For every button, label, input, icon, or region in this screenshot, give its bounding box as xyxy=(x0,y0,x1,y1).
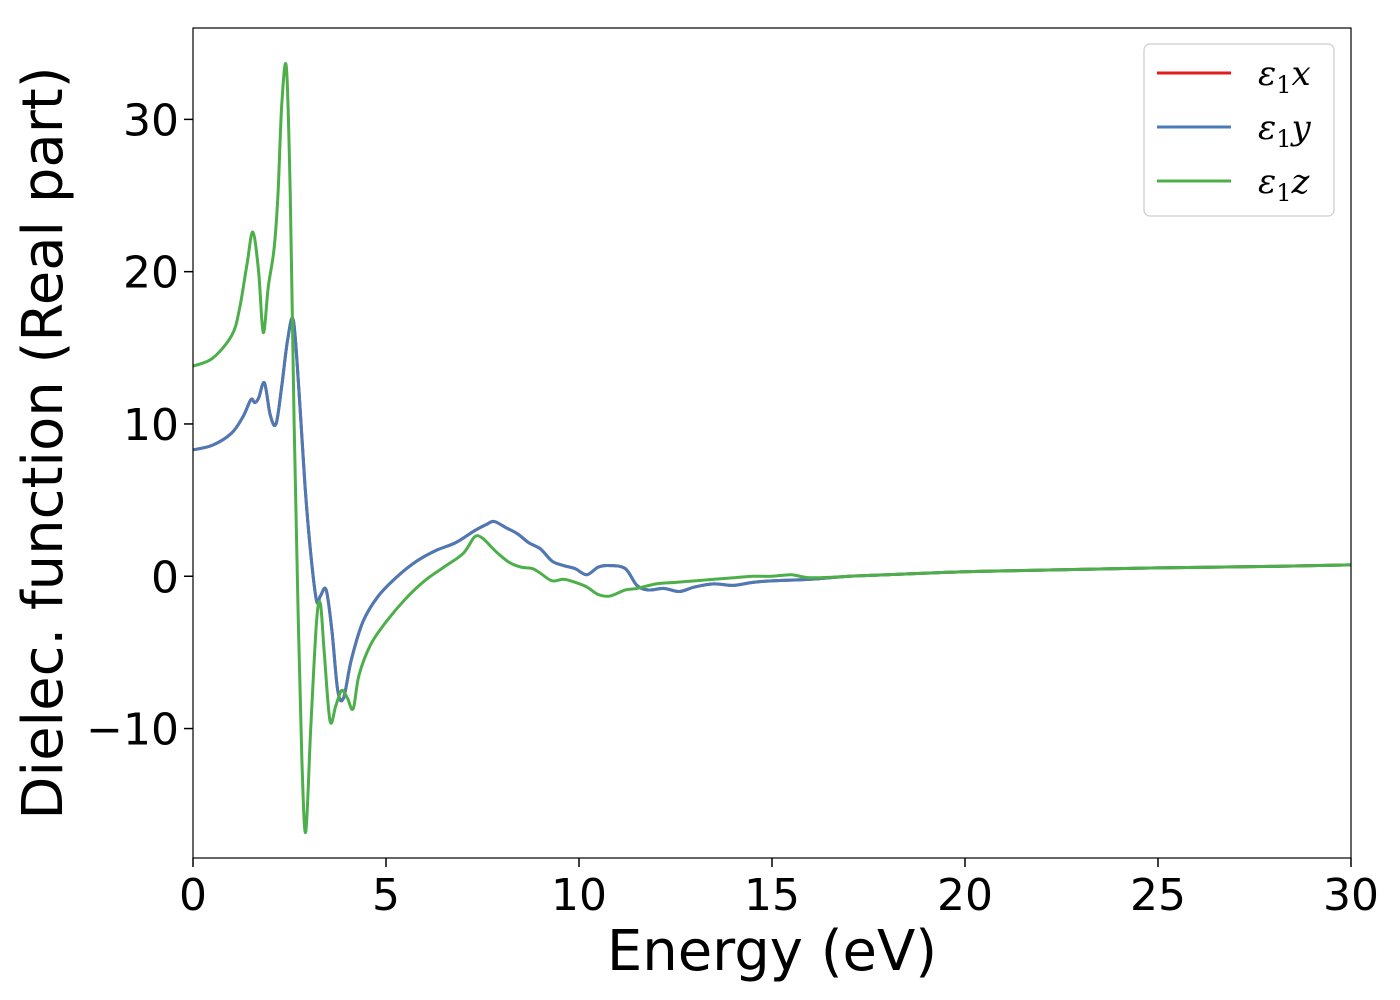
x-tick-label: 10 xyxy=(551,870,607,921)
x-axis-label: Energy (eV) xyxy=(607,919,937,984)
x-tick-label: 30 xyxy=(1323,870,1379,921)
x-tick-label: 5 xyxy=(372,870,400,921)
y-tick-label: −10 xyxy=(86,705,179,756)
y-tick-label: 30 xyxy=(123,95,179,146)
lines-layer xyxy=(193,62,1351,834)
y-axis: −10 0 10 20 30 xyxy=(86,95,193,756)
series-line-z xyxy=(193,62,1351,834)
legend-label-z: ε1z xyxy=(1258,162,1311,207)
y-tick-label: 20 xyxy=(123,248,179,299)
x-tick-label: 0 xyxy=(179,870,207,921)
y-tick-label: 10 xyxy=(123,400,179,451)
x-tick-label: 25 xyxy=(1130,870,1186,921)
series-line-y xyxy=(193,316,1351,703)
y-tick-label: 0 xyxy=(151,552,179,603)
legend-frame xyxy=(1143,43,1335,217)
legend: ε1x ε1y ε1z xyxy=(1143,43,1335,217)
x-tick-label: 15 xyxy=(744,870,800,921)
legend-label-x: ε1x xyxy=(1258,54,1311,99)
x-axis: 0 5 10 15 20 25 30 xyxy=(179,858,1379,921)
y-axis-label: Dielec. function (Real part) xyxy=(11,66,76,819)
legend-label-y: ε1y xyxy=(1258,108,1312,153)
plot-area xyxy=(192,27,1352,859)
x-tick-label: 20 xyxy=(937,870,993,921)
